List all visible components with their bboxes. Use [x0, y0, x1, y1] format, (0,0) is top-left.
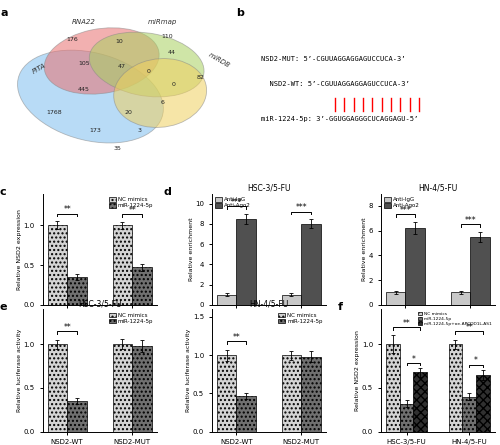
- Bar: [67, 401, 86, 432]
- Bar: [112, 225, 132, 305]
- Text: *: *: [474, 356, 478, 365]
- Text: **: **: [64, 323, 71, 332]
- Bar: [217, 355, 236, 432]
- Bar: [414, 372, 427, 432]
- Text: e: e: [0, 302, 6, 312]
- Y-axis label: Relative luciferase activity: Relative luciferase activity: [17, 329, 22, 412]
- Bar: [48, 225, 67, 305]
- Text: NSD2-WT: 5’-CGUUAGGAGGAGUCCUCA-3’: NSD2-WT: 5’-CGUUAGGAGGAGUCCUCA-3’: [261, 81, 410, 87]
- Bar: [451, 292, 470, 305]
- Text: NSD2-MUT: 5’-CGUUAGGAGGAGUCCUCA-3’: NSD2-MUT: 5’-CGUUAGGAGGAGUCCUCA-3’: [261, 56, 406, 62]
- Text: 1768: 1768: [46, 110, 62, 115]
- Legend: Anti-IgG, Anti-Ago2: Anti-IgG, Anti-Ago2: [384, 196, 420, 209]
- Legend: Anti-IgG, Anti-Ago2: Anti-IgG, Anti-Ago2: [214, 196, 252, 209]
- Text: **: **: [466, 323, 473, 332]
- Bar: [301, 224, 320, 305]
- Bar: [282, 295, 301, 305]
- Legend: NC mimics, miR-1224-5p: NC mimics, miR-1224-5p: [108, 196, 154, 209]
- Bar: [386, 344, 400, 432]
- Text: 82: 82: [196, 75, 204, 80]
- Text: **: **: [64, 206, 71, 214]
- Text: 10: 10: [116, 39, 124, 44]
- Title: HSC-3/5-FU: HSC-3/5-FU: [78, 299, 122, 308]
- Y-axis label: Relative NSD2 expression: Relative NSD2 expression: [356, 330, 360, 411]
- Legend: NC mimics, miR-1224-5p: NC mimics, miR-1224-5p: [108, 312, 154, 324]
- Legend: NC mimics, miR-1224-5p: NC mimics, miR-1224-5p: [278, 312, 323, 324]
- Text: 44: 44: [168, 50, 175, 55]
- Text: 0: 0: [147, 69, 151, 74]
- Y-axis label: Relative luciferase activity: Relative luciferase activity: [186, 329, 192, 412]
- Text: miR-1224-5p: 3’-GGUGGAGGGCUCAGGAGU-5’: miR-1224-5p: 3’-GGUGGAGGGCUCAGGAGU-5’: [261, 117, 418, 122]
- Text: RNA22: RNA22: [72, 19, 96, 24]
- Bar: [406, 228, 425, 305]
- Bar: [386, 292, 406, 305]
- Text: 445: 445: [78, 87, 90, 92]
- Text: 110: 110: [161, 34, 172, 39]
- Bar: [470, 237, 490, 305]
- Text: **: **: [232, 333, 240, 342]
- Y-axis label: Relative enrichment: Relative enrichment: [188, 218, 194, 281]
- Text: f: f: [338, 302, 342, 312]
- Bar: [400, 404, 413, 432]
- Bar: [132, 346, 152, 432]
- Text: 173: 173: [89, 128, 101, 133]
- Text: 6: 6: [160, 100, 164, 105]
- Text: ***: ***: [400, 206, 411, 215]
- Text: 3: 3: [138, 128, 142, 133]
- Text: **: **: [128, 206, 136, 215]
- Text: miRmap: miRmap: [148, 19, 177, 24]
- Bar: [217, 295, 236, 305]
- Bar: [48, 344, 67, 432]
- Text: b: b: [236, 8, 244, 17]
- Text: 20: 20: [124, 110, 132, 115]
- Ellipse shape: [44, 28, 159, 94]
- Ellipse shape: [90, 32, 204, 97]
- Text: miRDB: miRDB: [207, 52, 231, 69]
- Bar: [301, 357, 320, 432]
- Bar: [476, 375, 490, 432]
- Text: c: c: [0, 187, 6, 197]
- Text: ***: ***: [230, 198, 242, 207]
- Text: 0: 0: [172, 82, 175, 87]
- Bar: [236, 396, 256, 432]
- Bar: [132, 267, 152, 305]
- Title: HN-4/5-FU: HN-4/5-FU: [249, 299, 288, 308]
- Text: 35: 35: [114, 146, 122, 151]
- Ellipse shape: [18, 50, 164, 143]
- Legend: NC mimics, miR-1224-5p, miR-1224-5p+oe-APCDD1L-AS1: NC mimics, miR-1224-5p, miR-1224-5p+oe-A…: [418, 312, 493, 326]
- Text: ***: ***: [296, 203, 307, 212]
- Title: HSC-3/5-FU: HSC-3/5-FU: [247, 184, 290, 193]
- Text: **: **: [402, 319, 410, 328]
- Text: a: a: [0, 8, 8, 17]
- Bar: [236, 219, 256, 305]
- Text: 105: 105: [78, 61, 90, 65]
- Text: ***: ***: [464, 216, 476, 225]
- Bar: [112, 344, 132, 432]
- Y-axis label: Relative enrichment: Relative enrichment: [362, 218, 367, 281]
- Text: PITA: PITA: [31, 62, 46, 74]
- Bar: [67, 277, 86, 305]
- Text: *: *: [412, 355, 416, 364]
- Y-axis label: Relative NSD2 expression: Relative NSD2 expression: [17, 209, 22, 290]
- Ellipse shape: [114, 59, 206, 127]
- Title: HN-4/5-FU: HN-4/5-FU: [418, 184, 458, 193]
- Bar: [282, 355, 301, 432]
- Bar: [462, 396, 476, 432]
- Bar: [448, 344, 462, 432]
- Text: 47: 47: [118, 64, 126, 69]
- Text: 176: 176: [66, 37, 78, 42]
- Text: d: d: [164, 187, 172, 197]
